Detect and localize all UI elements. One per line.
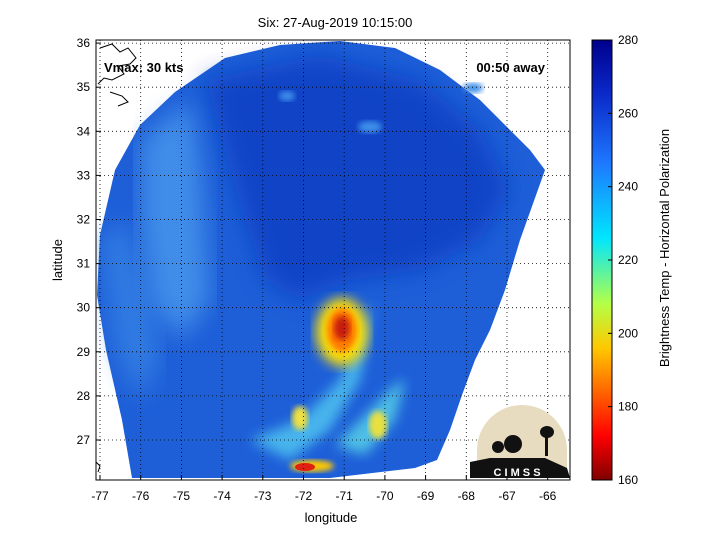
colorbar-label: Brightness Temp - Horizontal Polarizatio… (657, 129, 672, 367)
map-axes: -77 -76 -75 -74 -73 -72 -71 -70 -69 -68 -67 -66 272… (77, 36, 571, 503)
light-band (140, 100, 210, 340)
coastline (97, 43, 137, 107)
cell-south-2 (369, 411, 387, 439)
x-tick-label: -67 (498, 489, 516, 503)
cloud-speck (463, 83, 483, 93)
cimss-logo: C I M S S (470, 405, 570, 479)
y-tick-label: 31 (77, 257, 91, 271)
y-tick-label: 34 (77, 124, 91, 138)
convective-core (334, 316, 350, 340)
x-tick-label: -72 (295, 489, 313, 503)
y-tick-label: 27 (77, 433, 91, 447)
x-tick-label: -66 (539, 489, 557, 503)
y-axis-label: latitude (50, 239, 65, 281)
figure-title: Six: 27-Aug-2019 10:15:00 (258, 15, 413, 30)
x-tick-label: -69 (417, 489, 435, 503)
brightness-field (96, 41, 545, 478)
x-axis-label: longitude (305, 510, 358, 525)
rain-band-east (335, 380, 405, 455)
y-tick-label: 35 (77, 80, 91, 94)
logo-dish-small (492, 441, 504, 453)
cell-south-3-core (295, 463, 315, 471)
x-tick-label: -77 (91, 489, 109, 503)
y-tick-label: 32 (77, 213, 91, 227)
vmax-label: Vmax: 30 kts (104, 60, 184, 75)
colorbar-tick-label: 160 (618, 473, 638, 487)
x-ticks: -77 -76 -75 -74 -73 -72 -71 -70 -69 -68 -67 -66 (91, 475, 557, 503)
x-tick-label: -73 (254, 489, 272, 503)
y-tick-label: 30 (77, 301, 91, 315)
time-away-label: 00:50 away (476, 60, 545, 75)
logo-dish-large (504, 435, 522, 453)
colorbar-tick-label: 200 (618, 326, 638, 340)
logo-text: C I M S S (493, 467, 540, 479)
dark-region (205, 55, 510, 300)
x-tick-label: -71 (336, 489, 354, 503)
x-tick-label: -70 (376, 489, 394, 503)
y-tick-label: 28 (77, 389, 91, 403)
y-tick-label: 33 (77, 168, 91, 182)
colorbar-tick-label: 260 (618, 106, 638, 120)
grid-lines (96, 40, 570, 480)
cloud-speck (358, 121, 382, 133)
cloud-speck (279, 91, 295, 101)
x-tick-label: -75 (173, 489, 191, 503)
axes-frame (95, 39, 571, 481)
y-ticks: 27 28 29 30 31 32 33 34 35 36 (77, 36, 101, 447)
logo-tower (545, 434, 548, 456)
logo-base (470, 458, 570, 478)
colorbar-tick-label: 220 (618, 253, 638, 267)
colorbar-tick-label: 240 (618, 180, 638, 194)
colorbar-tick-label: 180 (618, 400, 638, 414)
rain-band-south (250, 300, 372, 460)
x-tick-label: -74 (213, 489, 231, 503)
colorbar: 160 180 200 220 240 260 280 Brightness Temp - … (591, 33, 672, 487)
colorbar-ticks: 160 180 200 220 240 260 280 (608, 33, 638, 487)
light-band-west (100, 220, 160, 400)
x-tick-label: -68 (458, 489, 476, 503)
cell-south-1 (292, 406, 308, 430)
y-tick-label: 29 (77, 345, 91, 359)
y-tick-label: 36 (77, 36, 91, 50)
colorbar-tick-label: 280 (618, 33, 638, 47)
coastline-sw (96, 461, 101, 473)
logo-tower-tank (540, 426, 554, 438)
x-tick-label: -76 (132, 489, 150, 503)
